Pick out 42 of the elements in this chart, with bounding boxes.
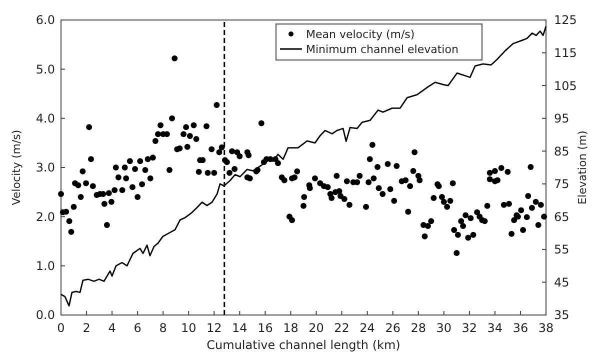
x-tick-label: 38 [538,321,554,335]
x-tick-label: 20 [308,321,324,335]
x-tick-label: 4 [108,321,116,335]
y2-tick-label: 65 [554,210,570,224]
y-tick-label: 1.0 [36,259,55,274]
x-tick-label: 12 [206,321,222,335]
x-tick-label: 32 [462,321,478,335]
y2-tick-label: 55 [554,242,570,257]
y2-tick-label: 115 [554,46,577,60]
x-tick-label: 26 [385,321,400,335]
y-tick-label: 0.0 [36,308,55,322]
y2-tick-label: 45 [554,275,570,290]
x-tick-label: 16 [258,321,273,335]
y-tick-label: 3.0 [36,160,55,175]
y2-axis-title: Elevation (m) [576,130,589,204]
y-axis-title: Velocity (m/s) [10,130,23,206]
x-tick-label: 8 [159,321,167,335]
x-tick-label: 10 [180,321,196,335]
legend-label: Mean velocity (m/s) [306,28,415,41]
x-tick-label: 30 [436,321,452,335]
y2-tick-label: 85 [554,144,570,158]
x-tick-label: 24 [360,321,375,335]
y-tick-label: 4.0 [36,112,55,126]
x-tick-label: 2 [82,321,90,335]
y2-tick-label: 125 [554,13,577,28]
y-tick-label: 5.0 [36,62,55,76]
x-axis-title: Cumulative channel length (km) [206,338,400,352]
y-tick-label: 6.0 [36,13,55,28]
x-tick-label: 6 [134,321,142,335]
legend-label: Minimum channel elevation [306,42,458,56]
x-tick-label: 34 [487,321,503,335]
x-tick-label: 14 [232,321,248,335]
y2-tick-label: 75 [554,177,570,192]
x-tick-label: 22 [334,321,350,335]
y2-tick-label: 35 [554,308,570,322]
x-tick-label: 18 [283,321,298,335]
x-tick-label: 28 [410,321,426,335]
y-tick-label: 2.0 [36,210,55,224]
x-tick-label: 0 [57,321,65,335]
y2-tick-label: 95 [554,112,570,126]
x-tick-label: 36 [512,321,528,335]
y2-tick-label: 105 [554,78,577,93]
